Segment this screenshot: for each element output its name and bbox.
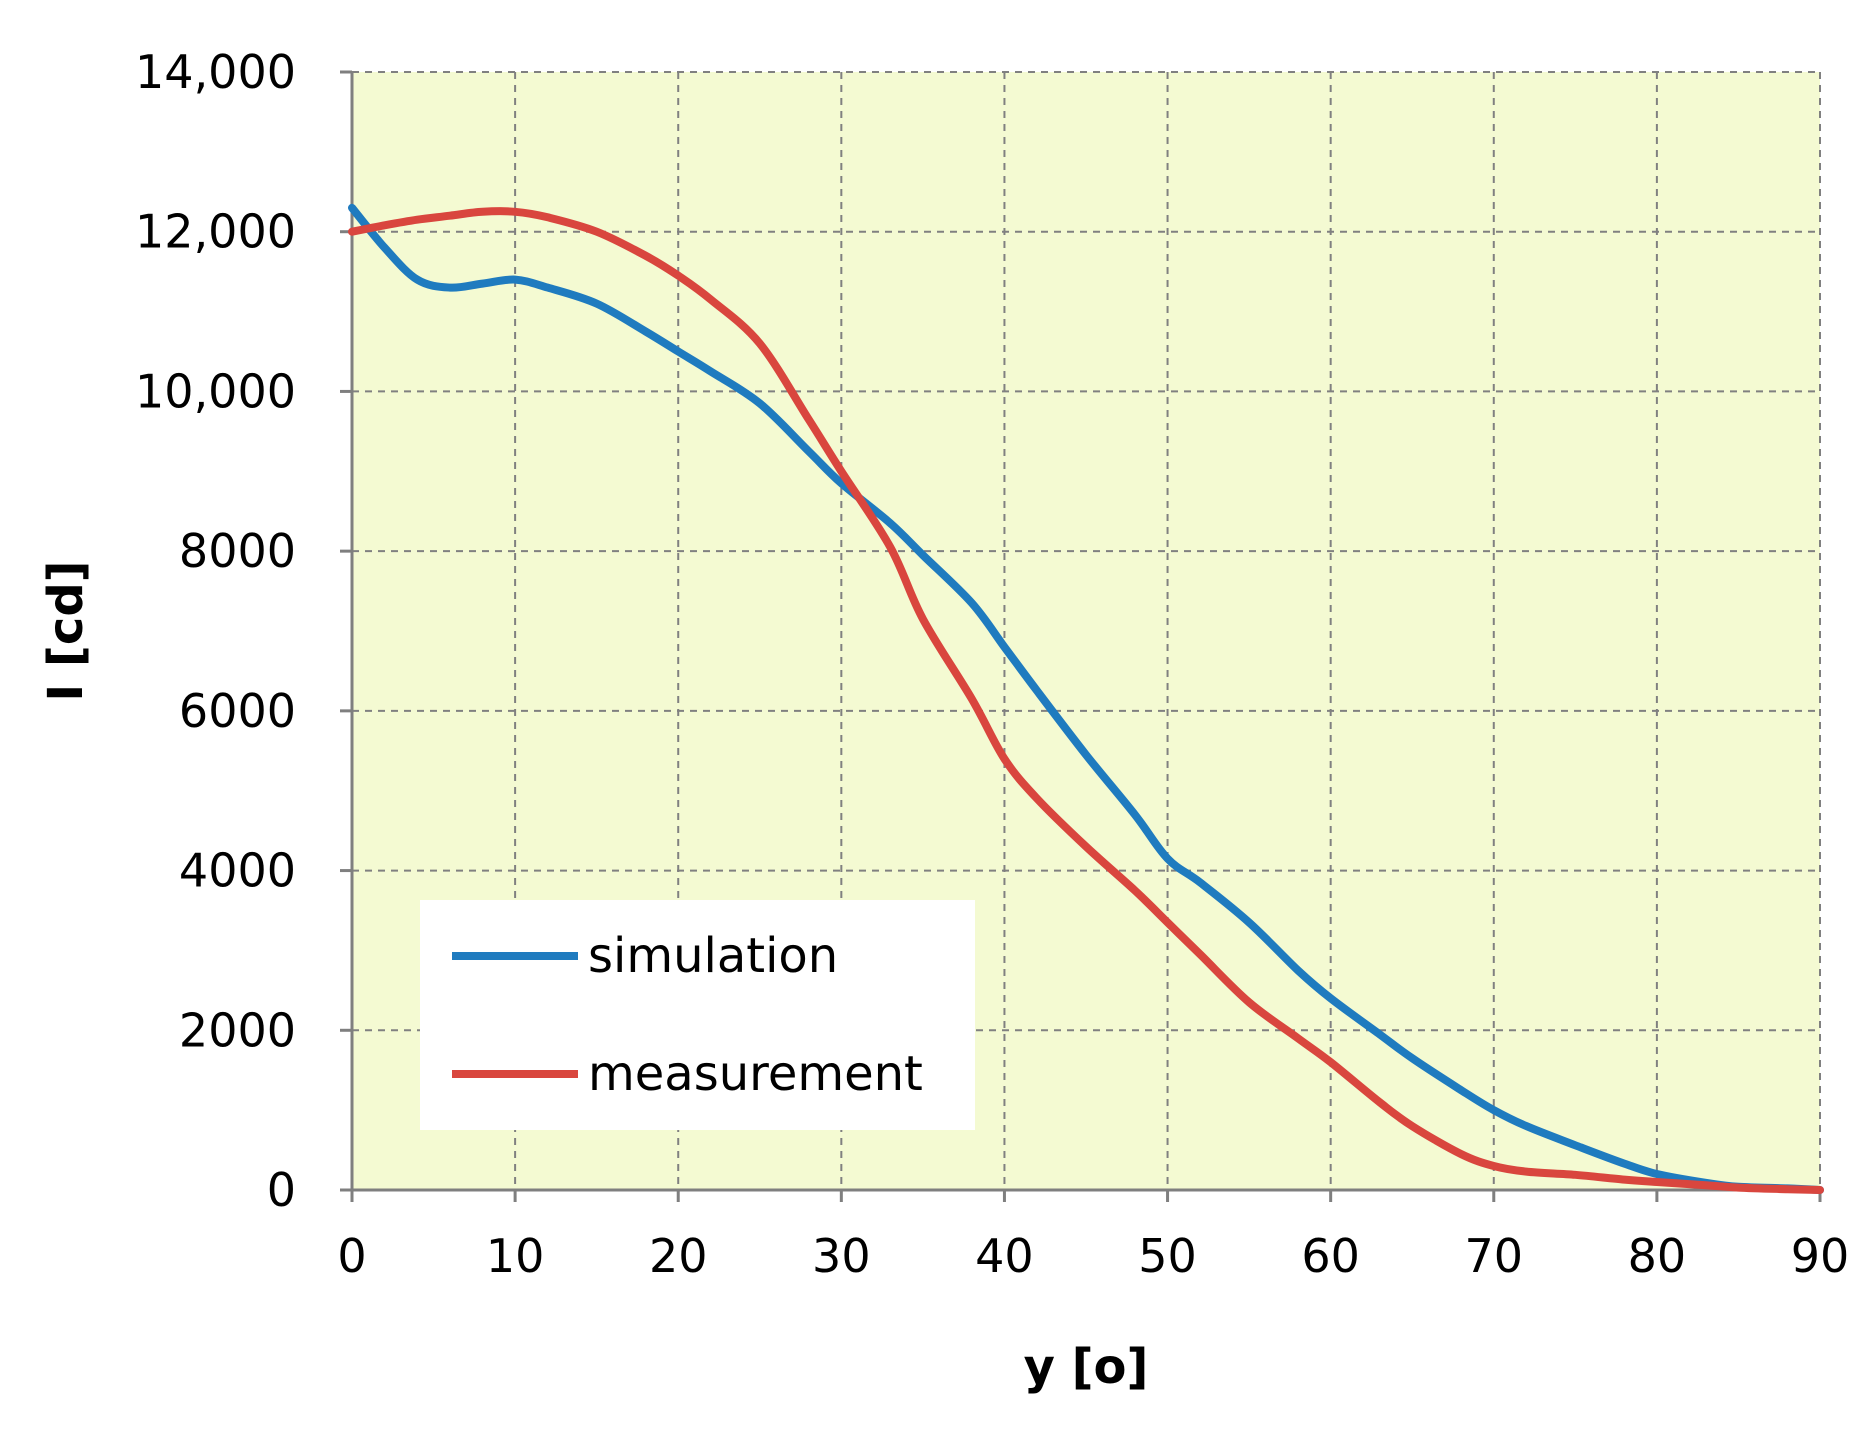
y-tick-label: 2000 xyxy=(179,1003,296,1057)
legend: simulation measurement xyxy=(420,900,975,1130)
series-line-measurement xyxy=(348,207,1824,1194)
grid xyxy=(352,71,1821,1190)
series-line-simulation xyxy=(348,203,1824,1194)
x-tick-label: 20 xyxy=(649,1229,708,1283)
y-tick-label: 4000 xyxy=(179,844,296,898)
x-tick-label: 90 xyxy=(1791,1229,1850,1283)
y-tick-label: 0 xyxy=(267,1163,296,1217)
x-tick-label: 10 xyxy=(486,1229,545,1283)
x-tick-label: 0 xyxy=(337,1229,366,1283)
y-axis-title: I [cd] xyxy=(38,560,94,701)
x-axis-title: y [o] xyxy=(1024,1339,1149,1395)
legend-label-simulation: simulation xyxy=(588,928,838,984)
x-tick-label: 80 xyxy=(1628,1229,1687,1283)
x-tick-label: 60 xyxy=(1301,1229,1360,1283)
y-tick-label: 6000 xyxy=(179,684,296,738)
x-tick-label: 50 xyxy=(1138,1229,1197,1283)
x-tick-label: 30 xyxy=(812,1229,871,1283)
axes xyxy=(340,70,1822,1202)
legend-label-measurement: measurement xyxy=(588,1046,923,1102)
y-tick-label: 14,000 xyxy=(135,45,296,99)
series-lines xyxy=(348,203,1824,1194)
y-tick-label: 10,000 xyxy=(135,364,296,418)
y-tick-label: 12,000 xyxy=(135,205,296,259)
x-tick-label: 70 xyxy=(1465,1229,1524,1283)
legend-box xyxy=(420,900,975,1130)
tick-labels: 0 2000 4000 6000 8000 10,000 12,000 14,000 0 10 20… xyxy=(135,45,1849,1283)
x-tick-label: 40 xyxy=(975,1229,1034,1283)
y-tick-label: 8000 xyxy=(179,524,296,578)
